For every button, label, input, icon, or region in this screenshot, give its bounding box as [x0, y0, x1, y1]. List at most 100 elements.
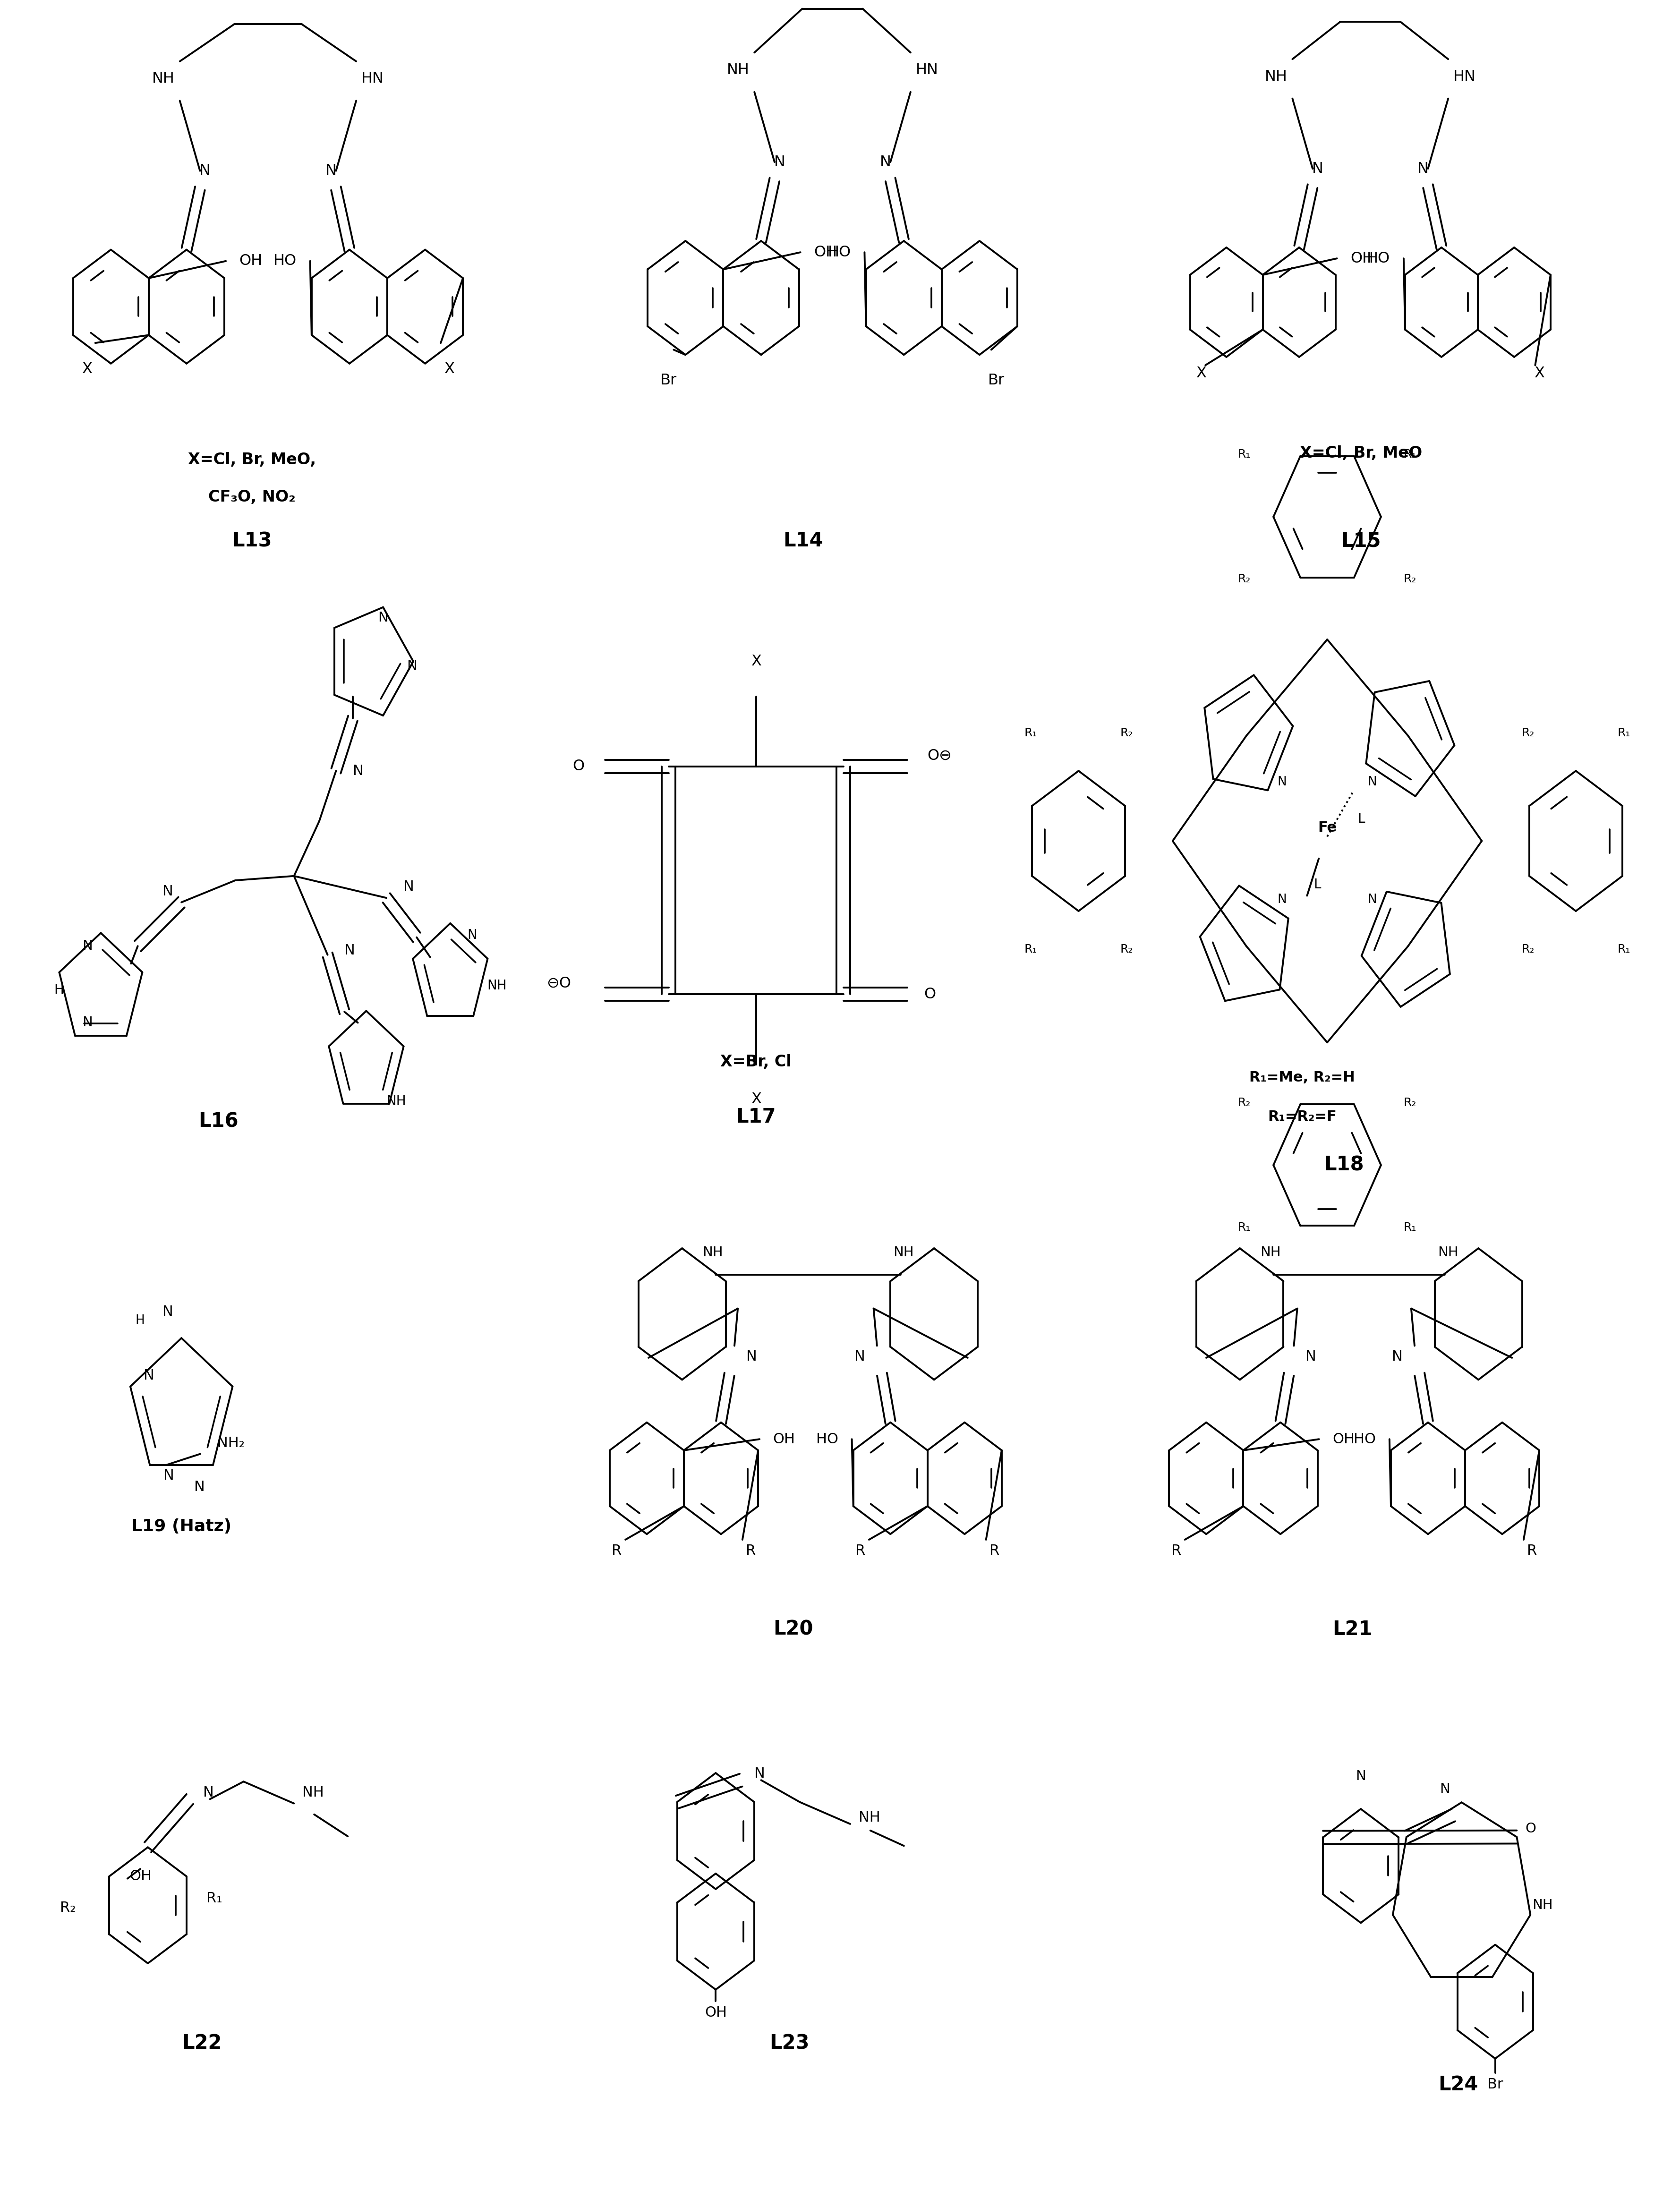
Text: L22: L22: [181, 2032, 222, 2054]
Text: Br: Br: [988, 372, 1005, 388]
Text: L21: L21: [1332, 1618, 1373, 1640]
Text: N: N: [880, 155, 890, 169]
Text: X: X: [751, 1093, 761, 1106]
Text: NH: NH: [1438, 1246, 1458, 1259]
Text: R₂: R₂: [1522, 944, 1534, 955]
Text: N: N: [82, 940, 92, 953]
Text: R: R: [1171, 1544, 1181, 1557]
Text: X=Cl, Br, MeO,: X=Cl, Br, MeO,: [188, 451, 316, 469]
Text: N: N: [1312, 162, 1324, 175]
Text: R₁: R₁: [1025, 727, 1037, 738]
Text: L18: L18: [1324, 1154, 1364, 1176]
Text: R₁: R₁: [1618, 944, 1630, 955]
Text: R₂: R₂: [1404, 574, 1416, 585]
Text: R₂: R₂: [1121, 944, 1132, 955]
Text: Br: Br: [1487, 2078, 1504, 2091]
Text: HN: HN: [916, 64, 937, 77]
Text: H: H: [54, 983, 64, 996]
Text: O⊖: O⊖: [927, 749, 953, 762]
Text: X: X: [1196, 366, 1206, 381]
Text: OH: OH: [1351, 252, 1374, 265]
Text: R₂: R₂: [60, 1901, 76, 1914]
Text: L17: L17: [736, 1106, 776, 1128]
Text: L: L: [1357, 812, 1364, 826]
Text: N: N: [82, 1016, 92, 1029]
Text: NH: NH: [894, 1246, 914, 1259]
Text: NH: NH: [858, 1811, 880, 1824]
Text: X: X: [82, 361, 92, 377]
Text: R₂: R₂: [1238, 574, 1250, 585]
Text: HN: HN: [361, 72, 383, 85]
Text: L23: L23: [769, 2032, 810, 2054]
Text: R₂: R₂: [1238, 1097, 1250, 1108]
Text: R₁=R₂=F: R₁=R₂=F: [1268, 1110, 1336, 1123]
Text: N: N: [403, 880, 413, 894]
Text: X: X: [751, 655, 761, 668]
Text: OH: OH: [239, 254, 262, 269]
Text: HO: HO: [1354, 1432, 1376, 1445]
Text: X: X: [1534, 366, 1544, 381]
Text: L15: L15: [1341, 530, 1381, 552]
Text: N: N: [1305, 1349, 1317, 1364]
Text: R: R: [612, 1544, 622, 1557]
Text: ⊖O: ⊖O: [546, 977, 571, 990]
Text: L24: L24: [1438, 2074, 1478, 2096]
Text: H: H: [134, 1314, 144, 1327]
Text: N: N: [344, 944, 354, 957]
Text: L13: L13: [232, 530, 272, 552]
Text: OH: OH: [813, 245, 837, 261]
Text: N: N: [378, 611, 388, 624]
Text: N: N: [1393, 1349, 1403, 1364]
Text: NH: NH: [386, 1095, 407, 1108]
Text: L19 (Hatz): L19 (Hatz): [131, 1518, 232, 1535]
Text: NH: NH: [1260, 1246, 1280, 1259]
Text: N: N: [353, 764, 363, 777]
Text: X=Cl, Br, MeO: X=Cl, Br, MeO: [1300, 445, 1421, 462]
Text: N: N: [855, 1349, 865, 1364]
Text: N: N: [1418, 162, 1428, 175]
Text: Br: Br: [660, 372, 677, 388]
Text: O: O: [924, 988, 936, 1001]
Text: R₁: R₁: [1025, 944, 1037, 955]
Text: OH: OH: [704, 2006, 727, 2019]
Text: NH: NH: [1532, 1899, 1552, 1912]
Text: L16: L16: [198, 1110, 239, 1132]
Text: HN: HN: [1453, 70, 1475, 83]
Text: R₁=Me, R₂=H: R₁=Me, R₂=H: [1250, 1071, 1354, 1084]
Text: X: X: [444, 361, 454, 377]
Text: N: N: [1277, 894, 1287, 907]
Text: OH: OH: [773, 1432, 795, 1445]
Text: N: N: [1277, 775, 1287, 788]
Text: R: R: [1527, 1544, 1537, 1557]
Text: R₂: R₂: [1404, 1097, 1416, 1108]
Text: N: N: [746, 1349, 758, 1364]
Text: OH: OH: [1332, 1432, 1354, 1445]
Text: HO: HO: [274, 254, 297, 269]
Text: R: R: [746, 1544, 756, 1557]
Text: NH: NH: [702, 1246, 722, 1259]
Text: HO: HO: [816, 1432, 838, 1445]
Text: HO: HO: [1368, 252, 1391, 265]
Text: NH: NH: [727, 64, 749, 77]
Text: N: N: [144, 1369, 155, 1382]
Text: R: R: [855, 1544, 865, 1557]
Text: OH: OH: [129, 1870, 151, 1883]
Text: R₁: R₁: [1618, 727, 1630, 738]
Text: N: N: [1440, 1783, 1450, 1796]
Text: O: O: [573, 760, 585, 773]
Text: N: N: [163, 885, 173, 898]
Text: N: N: [754, 1767, 764, 1780]
Text: R₂: R₂: [1121, 727, 1132, 738]
Text: X=Br, Cl: X=Br, Cl: [721, 1053, 791, 1071]
Text: NH: NH: [302, 1785, 324, 1800]
Text: R₂: R₂: [1522, 727, 1534, 738]
Text: Fe: Fe: [1317, 821, 1337, 834]
Text: HO: HO: [828, 245, 852, 261]
Text: N: N: [326, 164, 336, 177]
Text: N: N: [193, 1480, 205, 1494]
Text: R₁: R₁: [1404, 1222, 1416, 1233]
Text: L14: L14: [783, 530, 823, 552]
Text: N: N: [1356, 1770, 1366, 1783]
Text: N: N: [774, 155, 785, 169]
Text: N: N: [163, 1305, 173, 1318]
